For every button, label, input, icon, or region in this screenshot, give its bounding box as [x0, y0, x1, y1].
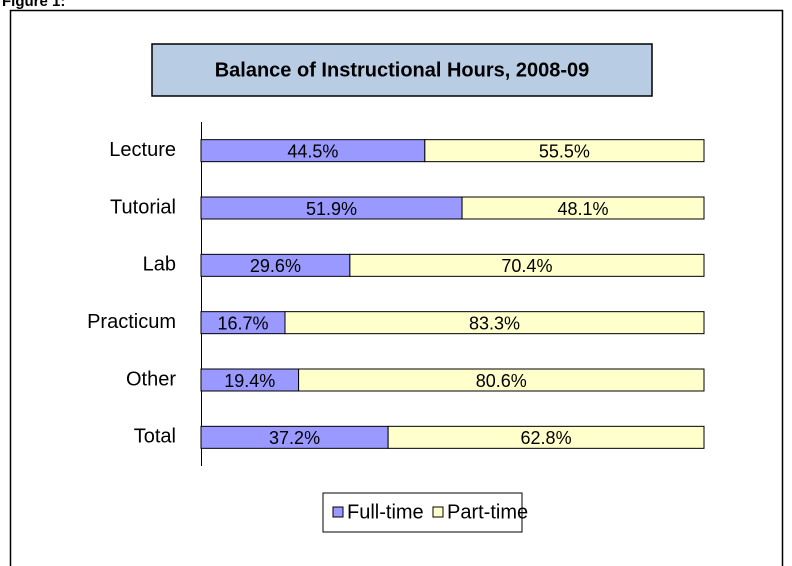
value-label: 70.4% [501, 256, 552, 276]
bar-segment [424, 139, 705, 163]
category-label: Lab [143, 254, 176, 276]
value-label: 83.3% [469, 313, 520, 333]
bar-segment [298, 368, 705, 392]
bar-segment [284, 311, 705, 335]
legend-box [322, 492, 523, 533]
value-label: 55.5% [539, 141, 590, 161]
category-label: Tutorial [110, 196, 176, 218]
value-label: 29.6% [250, 256, 301, 276]
bar-segment [349, 253, 705, 277]
category-label: Practicum [87, 311, 176, 333]
legend-label: Part-time [447, 501, 528, 523]
legend-swatch [332, 506, 344, 518]
value-label: 37.2% [269, 428, 320, 448]
category-label: Total [134, 426, 176, 448]
bar-segment [461, 196, 705, 220]
category-label: Other [126, 368, 176, 390]
legend-label: Full-time [347, 501, 424, 523]
title-box [151, 43, 653, 97]
value-label: 62.8% [521, 428, 572, 448]
value-label: 51.9% [306, 199, 357, 219]
bar-segment [387, 425, 705, 449]
value-label: 16.7% [217, 313, 268, 333]
chart-frame [9, 9, 784, 566]
chart-title: Balance of Instructional Hours, 2008-09 [215, 59, 590, 81]
value-label: 80.6% [476, 371, 527, 391]
value-label: 19.4% [224, 371, 275, 391]
figure-label: Figure 1: [2, 0, 65, 10]
value-label: 48.1% [558, 199, 609, 219]
category-label: Lecture [109, 139, 176, 161]
legend-swatch [432, 506, 444, 518]
value-label: 44.5% [287, 141, 338, 161]
